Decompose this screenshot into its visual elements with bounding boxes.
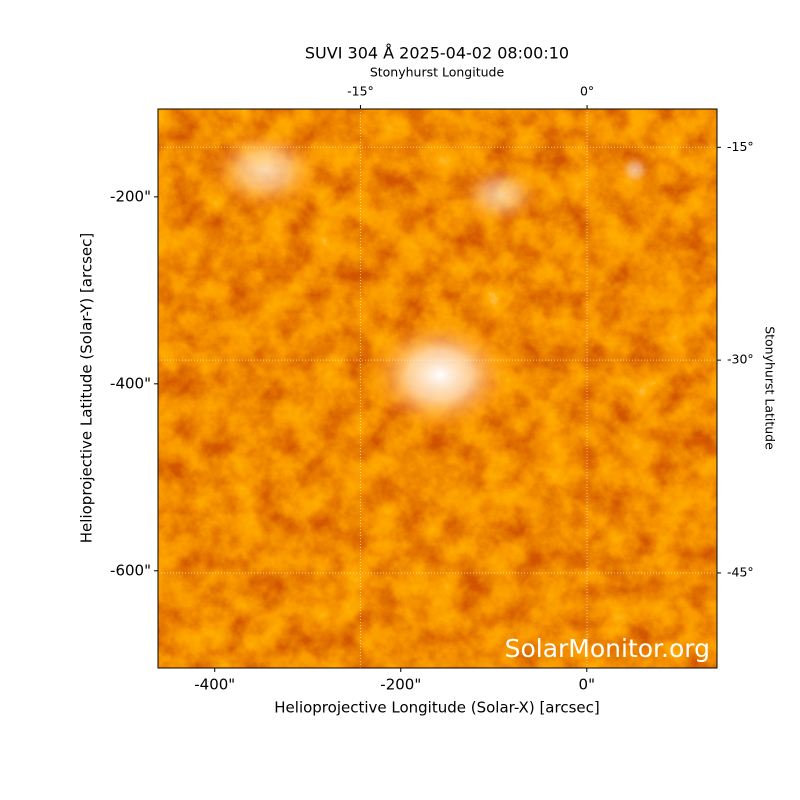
y2-tick-label: -30° xyxy=(727,352,754,367)
x-tick-label: -400" xyxy=(194,676,235,694)
solar-image xyxy=(158,109,717,668)
y2-tick-label: -15° xyxy=(727,139,754,154)
x-axis-label: Helioprojective Longitude (Solar-X) [arc… xyxy=(274,699,599,717)
y-axis-label: Helioprojective Latitude (Solar-Y) [arcs… xyxy=(78,233,96,543)
chart-title: SUVI 304 Å 2025-04-02 08:00:10 xyxy=(305,44,569,63)
y-tick-label: -400" xyxy=(110,374,151,392)
y2-axis-label: Stonyhurst Latitude xyxy=(763,326,778,450)
grid xyxy=(158,109,717,668)
x-tick-label: -200" xyxy=(380,676,421,694)
x2-axis-label: Stonyhurst Longitude xyxy=(370,65,505,80)
watermark: SolarMonitor.org xyxy=(505,634,710,663)
y-tick-label: -600" xyxy=(110,561,151,579)
x2-tick-label: -15° xyxy=(347,84,374,99)
y-tick-label: -200" xyxy=(110,187,151,205)
plot-frame xyxy=(157,108,718,669)
x-tick-label: 0" xyxy=(579,676,595,694)
x2-tick-label: 0° xyxy=(580,84,594,99)
y2-tick-label: -45° xyxy=(727,564,754,579)
